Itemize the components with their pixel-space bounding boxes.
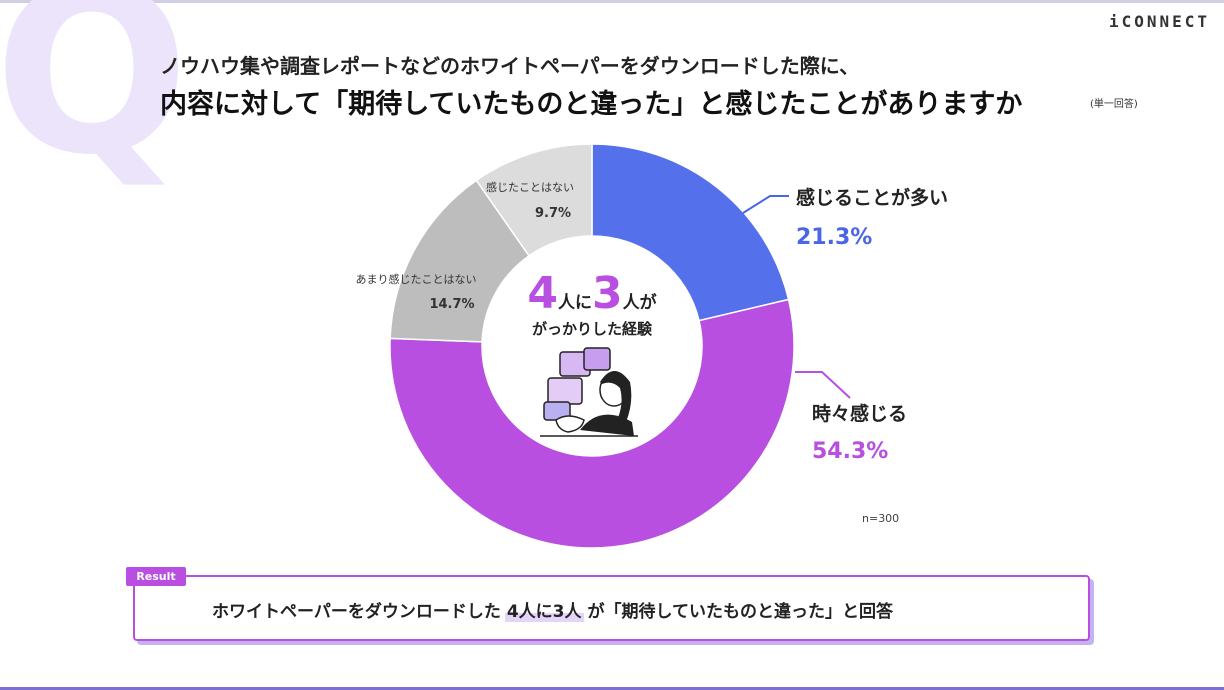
- answer-type-note: (単一回答): [1090, 99, 1138, 110]
- brand-logo: iCONNECT: [1108, 12, 1210, 31]
- leader-line-2: [795, 371, 851, 399]
- result-tag: Result: [126, 567, 186, 586]
- category-label-3: あまり感じたことはない: [356, 273, 477, 286]
- value-label-4: 9.7%: [535, 206, 571, 221]
- document-icon-3: [547, 377, 583, 405]
- question-watermark: Q: [0, 0, 190, 206]
- value-label-1: 21.3%: [796, 225, 872, 250]
- category-label-4: 感じたことはない: [486, 181, 574, 194]
- result-highlight: 4人に3人: [504, 602, 584, 622]
- disappointed-person-illustration: [540, 347, 638, 437]
- donut-slice-2: [389, 298, 795, 549]
- value-label-3: 14.7%: [429, 297, 474, 312]
- center-headline: 4人に3人が: [492, 268, 692, 319]
- category-label-2: 時々感じる: [812, 402, 907, 425]
- person-body: [580, 414, 634, 436]
- center-num-2: 3: [592, 268, 623, 319]
- sample-size: n=300: [862, 512, 900, 525]
- donut-slice-4: [475, 143, 593, 257]
- leader-line-1: [742, 195, 789, 214]
- category-label-1: 感じることが多い: [796, 186, 948, 209]
- result-text: ホワイトペーパーをダウンロードした 4人に3人 が「期待していたものと違った」と回答: [212, 597, 893, 622]
- value-label-2: 54.3%: [812, 439, 888, 464]
- center-text-1: 人に: [558, 293, 592, 313]
- center-subtext: がっかりした経験: [531, 320, 652, 338]
- person-hair: [600, 371, 632, 422]
- result-text-before: ホワイトペーパーをダウンロードした: [212, 602, 501, 622]
- document-icon-2: [583, 347, 611, 371]
- donut-slice-1: [591, 143, 790, 322]
- top-border: [0, 0, 1224, 3]
- result-box: [133, 575, 1090, 641]
- center-num-1: 4: [527, 268, 558, 319]
- leader-lines: [742, 195, 851, 399]
- center-text-2: 人が: [622, 293, 657, 313]
- person-hand: [555, 415, 585, 433]
- question-line-2: 内容に対して「期待していたものと違った」と感じたことがありますか: [160, 89, 1023, 120]
- question-line-1: ノウハウ集や調査レポートなどのホワイトペーパーをダウンロードした際に、: [160, 54, 860, 78]
- result-text-after: が「期待していたものと違った」と回答: [587, 602, 894, 622]
- donut-slices: [389, 143, 795, 549]
- slice-labels: 感じることが多い 21.3% 時々感じる 54.3% あまり感じたことはない 14.7% 感…: [356, 181, 949, 464]
- bottom-border: [0, 687, 1224, 690]
